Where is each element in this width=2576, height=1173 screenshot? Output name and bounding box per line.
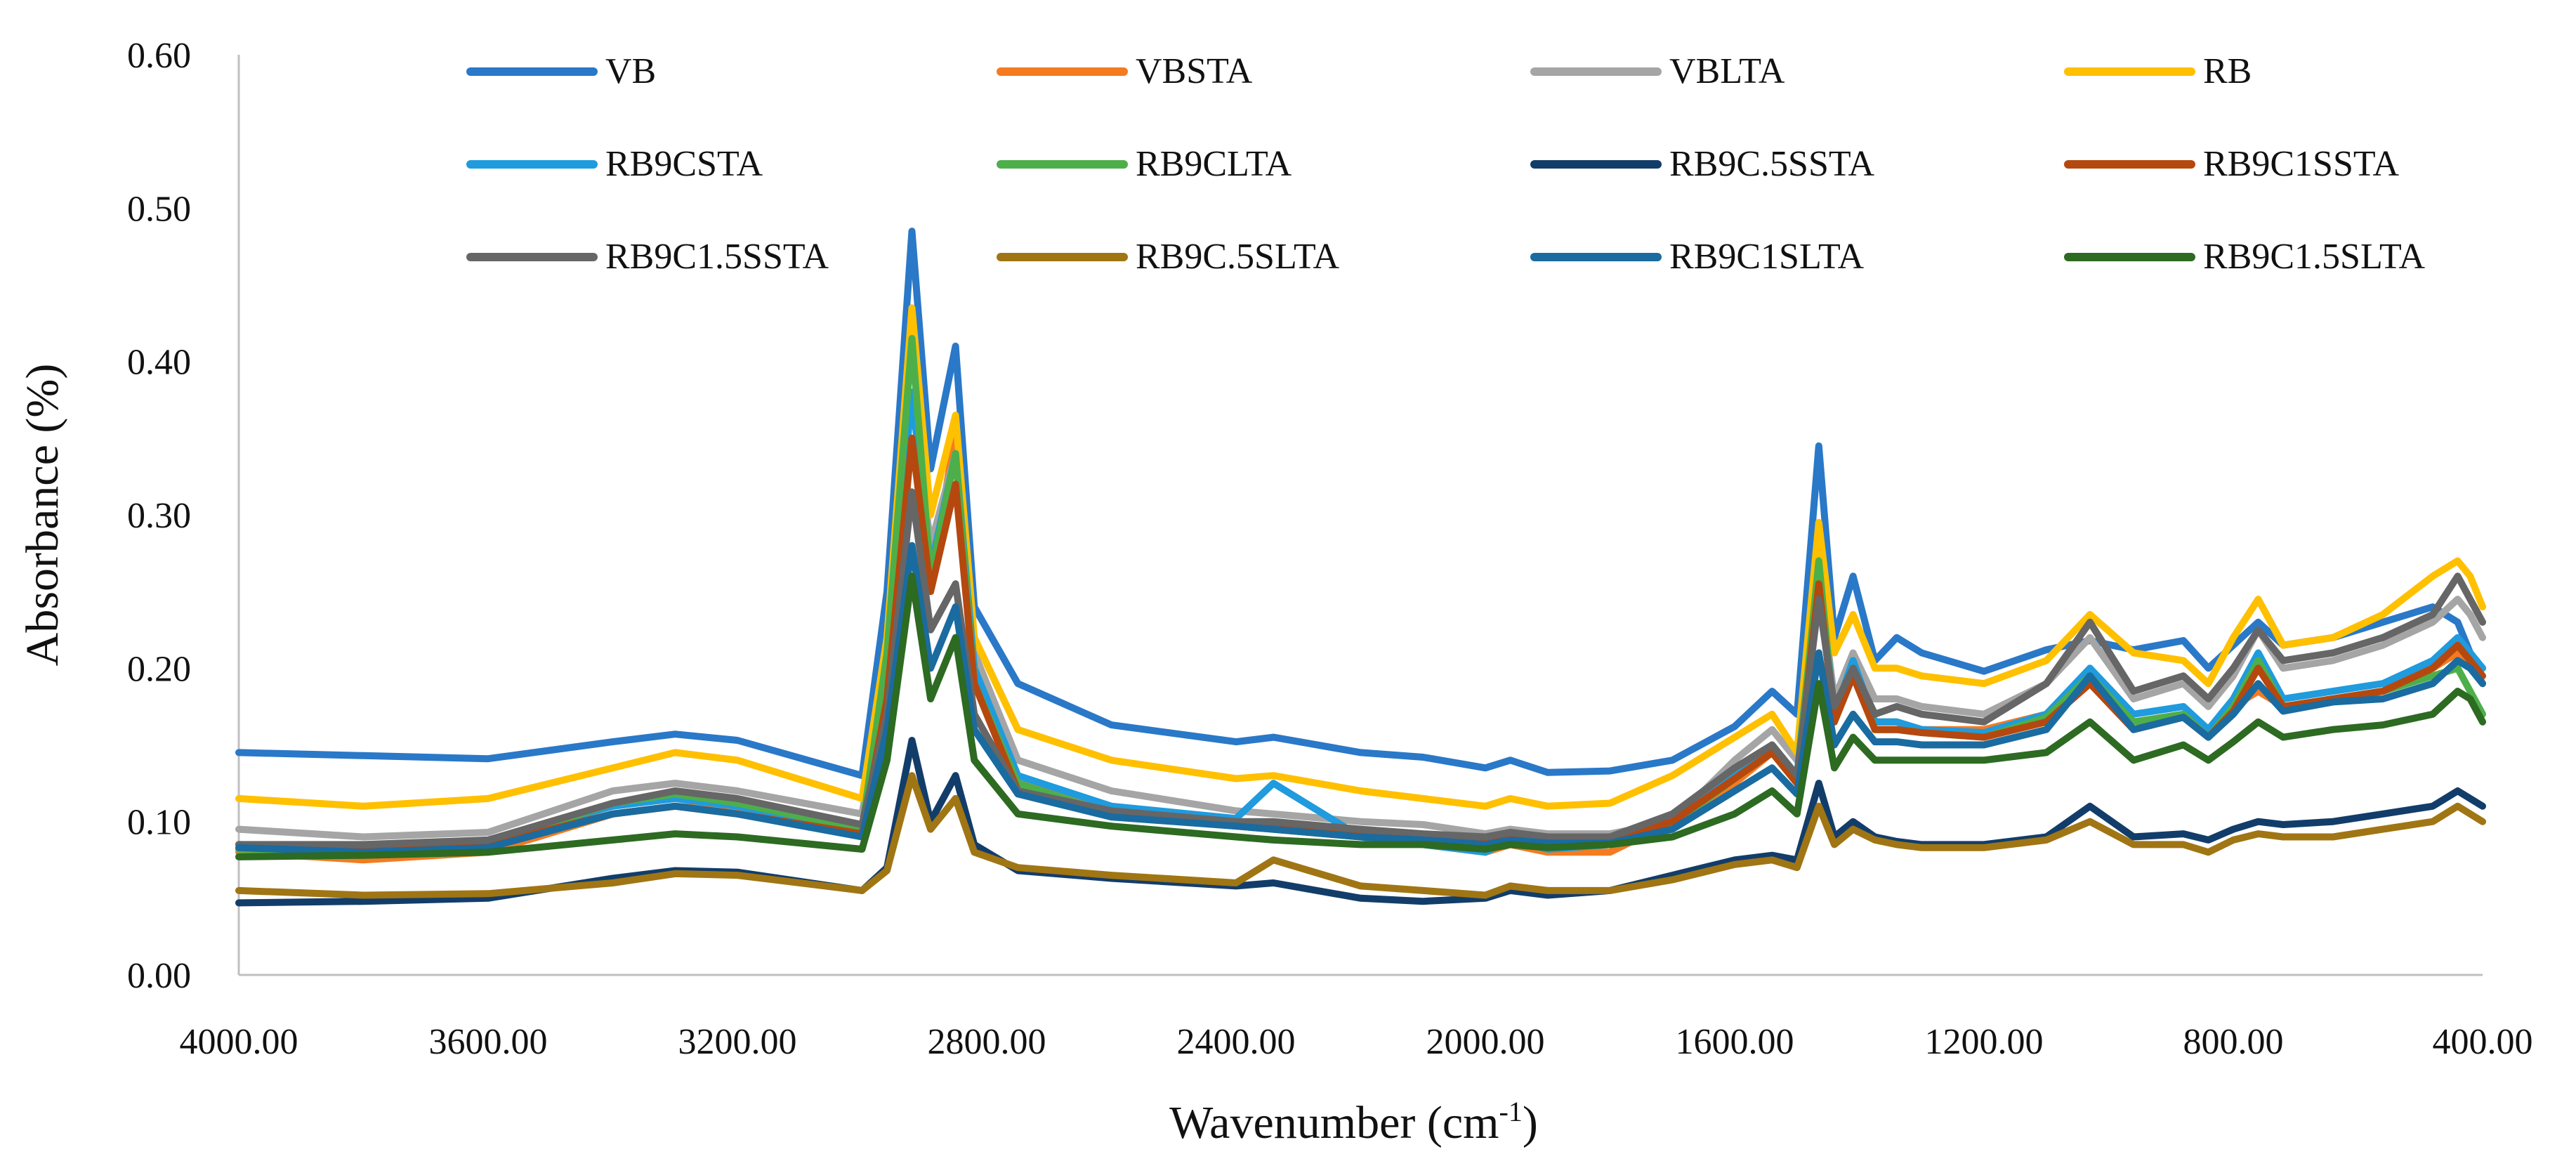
legend-label: RB9CSTA: [605, 144, 763, 184]
x-axis-title-superscript: -1: [1499, 1096, 1523, 1127]
y-tick-label: 0.40: [127, 343, 191, 383]
series-line-vblta: [235, 388, 2486, 841]
series-line-rb9c-5ssta: [235, 737, 2486, 907]
series-line-vb: [235, 228, 2486, 780]
y-tick-label: 0.20: [127, 649, 191, 689]
x-tick-label: 4000.00: [180, 1022, 298, 1062]
legend-label: VBLTA: [1669, 51, 1785, 91]
legend-label: RB9C1SLTA: [1669, 237, 1865, 277]
series-line-rb: [235, 304, 2486, 810]
legend-label: RB9C.5SSTA: [1669, 144, 1874, 184]
legend-label: RB9C1.5SSTA: [605, 237, 829, 277]
x-tick-label: 3600.00: [429, 1022, 548, 1062]
y-tick-label: 0.10: [127, 803, 191, 843]
x-tick-label: 800.00: [2183, 1022, 2284, 1062]
y-tick-label: 0.00: [127, 956, 191, 996]
legend: VB VBSTA VBLTA RB RB9CSTA RB9CLTA RB9C.5SSTA RB…: [466, 51, 2426, 277]
x-tick-label: 400.00: [2433, 1022, 2533, 1062]
y-tick-label: 0.50: [127, 189, 191, 229]
x-axis-title-text: Wavenumber (cm: [1169, 1097, 1499, 1148]
x-axis-title: Wavenumber (cm-1): [1169, 1096, 1538, 1148]
y-tick-label: 0.60: [127, 36, 191, 76]
x-tick-label: 2000.00: [1426, 1022, 1545, 1062]
series-line-rb9c1-5ssta: [235, 488, 2486, 848]
legend-label: VBSTA: [1136, 51, 1253, 91]
x-tick-label: 1600.00: [1676, 1022, 1794, 1062]
x-tick-label: 1200.00: [1925, 1022, 2044, 1062]
x-axis-title-end: ): [1523, 1097, 1538, 1148]
axes: [237, 55, 2483, 976]
series-line-rb9c1-5slta: [235, 572, 2486, 860]
legend-label: VB: [605, 51, 656, 91]
series-line-rb9csta: [235, 388, 2486, 856]
legend-label: RB9C1SSTA: [2203, 144, 2399, 184]
y-tick-label: 0.30: [127, 496, 191, 536]
x-tick-label: 3200.00: [678, 1022, 797, 1062]
series-lines: [235, 228, 2486, 907]
series-line-rb9c-5slta: [235, 772, 2486, 899]
series-line-rb9c1slta: [235, 542, 2486, 856]
y-axis-title: Absorbance (%): [17, 364, 68, 667]
legend-label: RB9CLTA: [1136, 144, 1292, 184]
x-tick-label: 2400.00: [1177, 1022, 1296, 1062]
series-line-rb9c1ssta: [235, 434, 2486, 853]
legend-label: RB: [2203, 51, 2252, 91]
x-tick-labels: 4000.00 3600.00 3200.00 2800.00 2400.00 2000.…: [180, 1022, 2533, 1062]
legend-label: RB9C.5SLTA: [1136, 237, 1340, 277]
legend-label: RB9C1.5SLTA: [2203, 237, 2426, 277]
x-tick-label: 2800.00: [928, 1022, 1046, 1062]
y-tick-labels: 0.00 0.10 0.20 0.30 0.40 0.50 0.60: [127, 36, 191, 996]
